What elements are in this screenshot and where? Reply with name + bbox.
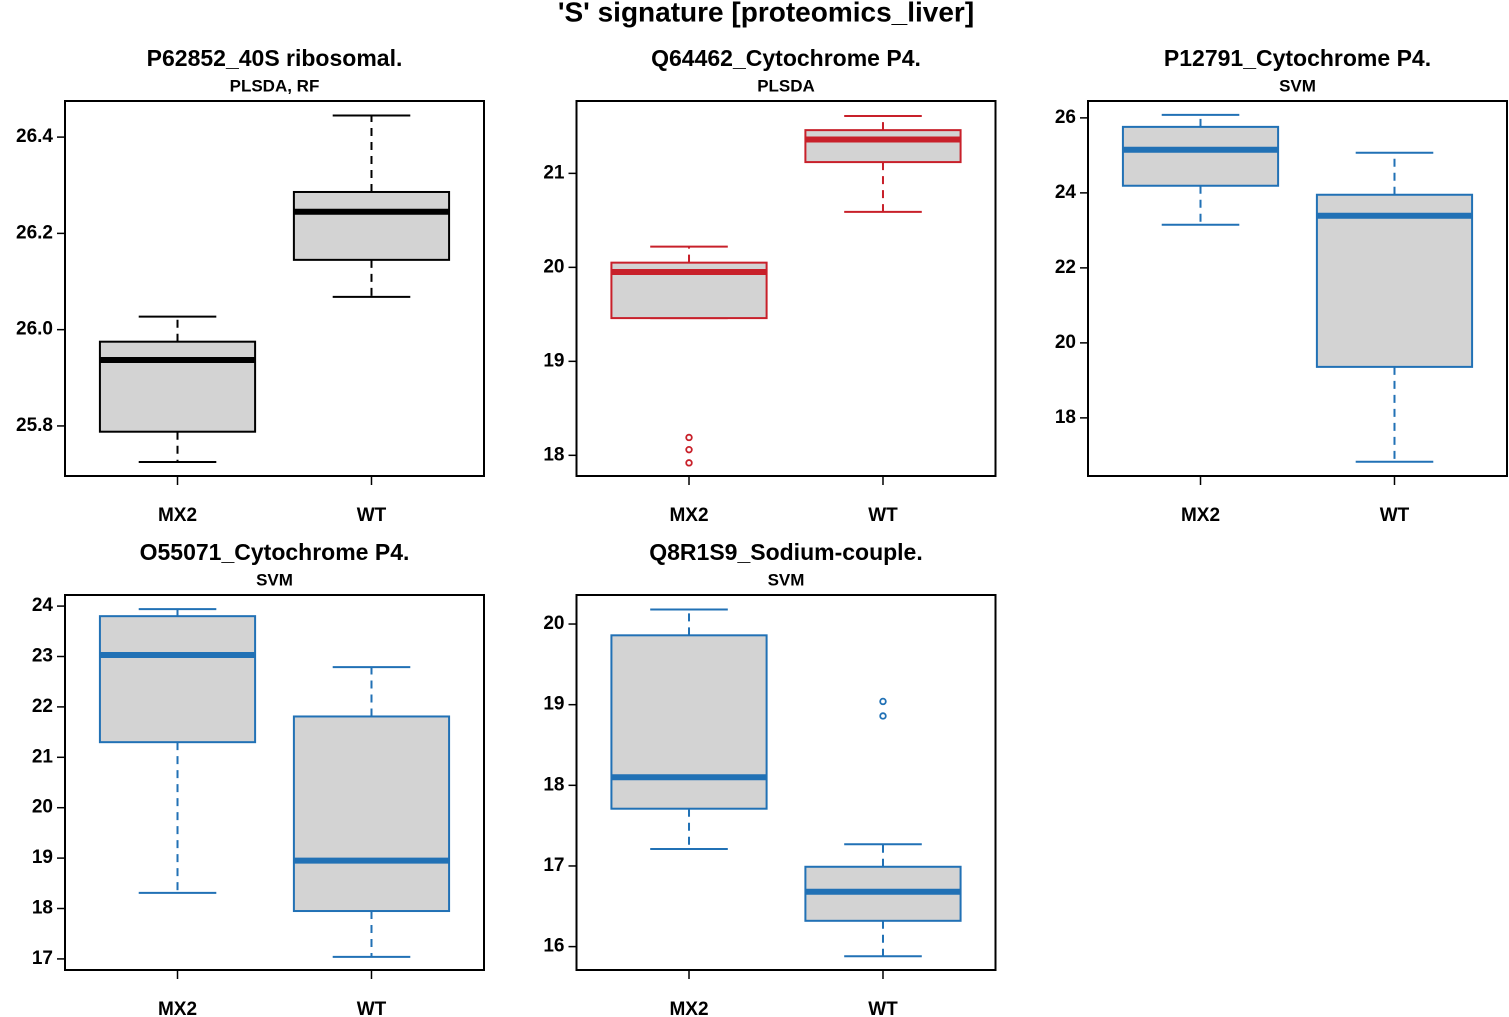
x-tick-label: MX2: [1181, 505, 1220, 526]
y-tick-label: 18: [543, 444, 564, 465]
box: [98, 615, 257, 744]
box: [292, 190, 451, 261]
y-tick-label: 24: [32, 595, 54, 616]
panel-subtitle: SVM: [768, 570, 805, 589]
x-tick-label: WT: [868, 505, 898, 526]
y-tick-label: 19: [543, 694, 564, 715]
y-tick-label: 17: [543, 855, 564, 876]
x-tick-label: MX2: [669, 999, 708, 1017]
y-tick-label: 21: [32, 746, 54, 767]
y-tick-label: 18: [32, 898, 53, 919]
panel-title: P12791_Cytochrome P4.: [1164, 45, 1431, 71]
x-tick-label: WT: [868, 999, 898, 1017]
y-tick-label: 26.4: [16, 126, 53, 147]
x-tick-label: MX2: [158, 999, 197, 1017]
panel-title: Q8R1S9_Sodium-couple.: [649, 539, 923, 565]
panel-title: P62852_40S ribosomal.: [147, 45, 403, 71]
outlier: [685, 459, 693, 467]
plot-frame: [1087, 100, 1508, 477]
panel-subtitle: SVM: [1279, 76, 1316, 95]
panel-title: O55071_Cytochrome P4.: [140, 539, 410, 565]
outlier: [879, 697, 887, 706]
x-tick-label: MX2: [669, 505, 708, 526]
y-tick-label: 19: [32, 847, 53, 868]
plot-frame: [575, 594, 997, 971]
y-tick-label: 24: [1055, 182, 1077, 203]
box: [98, 340, 257, 433]
plot-frame: [64, 100, 485, 477]
box: [804, 129, 962, 164]
y-tick-label: 20: [1055, 332, 1076, 353]
box: [1315, 193, 1474, 368]
x-tick-label: MX2: [158, 505, 197, 526]
y-tick-label: 22: [1055, 257, 1076, 278]
plot-frame: [64, 594, 485, 971]
x-tick-label: WT: [357, 505, 387, 526]
panel-title: Q64462_Cytochrome P4.: [651, 45, 921, 71]
y-tick-label: 19: [543, 350, 564, 371]
plot-frame: [575, 100, 997, 477]
y-tick-label: 22: [32, 696, 53, 717]
outlier: [685, 433, 693, 442]
box: [292, 715, 451, 913]
panel-subtitle: SVM: [256, 570, 293, 589]
y-tick-label: 23: [32, 646, 53, 667]
outlier: [685, 445, 693, 454]
y-tick-label: 16: [543, 936, 564, 957]
y-tick-label: 20: [543, 256, 564, 277]
y-tick-label: 17: [32, 948, 53, 969]
y-tick-label: 20: [32, 797, 53, 818]
y-tick-label: 18: [543, 774, 564, 795]
y-tick-label: 21: [543, 162, 565, 183]
x-tick-label: WT: [357, 999, 387, 1017]
y-tick-label: 20: [543, 613, 564, 634]
y-tick-label: 26: [1055, 107, 1076, 128]
y-tick-label: 26.2: [16, 222, 53, 243]
box: [1121, 125, 1280, 187]
box: [610, 634, 768, 810]
x-tick-label: WT: [1380, 505, 1410, 526]
panel-subtitle: PLSDA: [757, 76, 815, 95]
y-tick-label: 25.8: [16, 415, 53, 436]
y-tick-label: 18: [1055, 407, 1076, 428]
y-tick-label: 26.0: [16, 319, 53, 340]
panel-subtitle: PLSDA, RF: [230, 76, 320, 95]
outlier: [879, 712, 887, 720]
figure-title: 'S' signature [proteomics_liver]: [558, 0, 974, 27]
